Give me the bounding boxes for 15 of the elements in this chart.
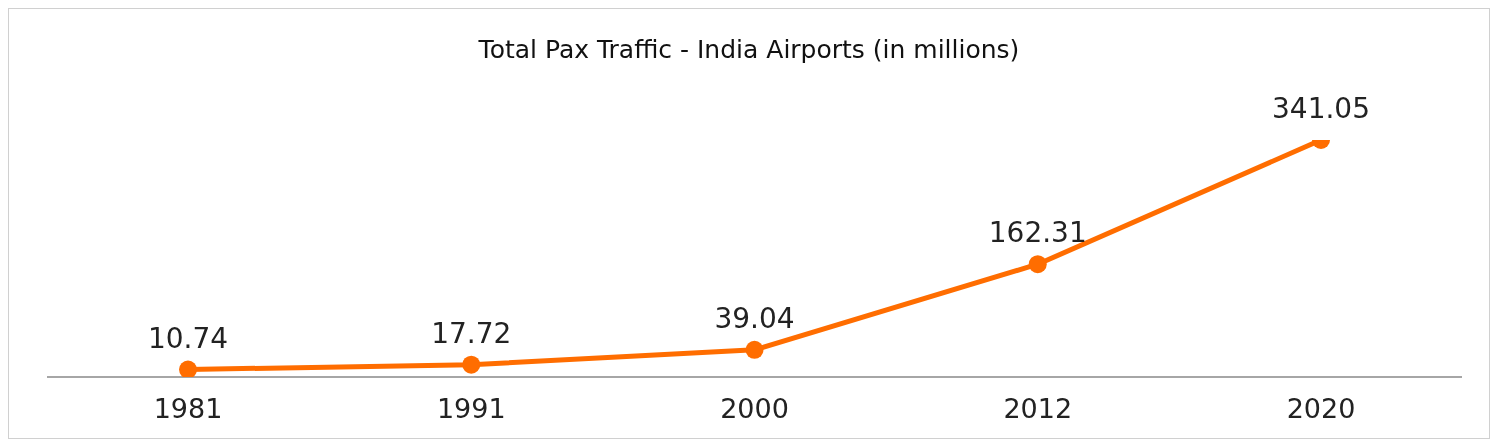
x-tick-label: 2000	[720, 393, 789, 425]
data-label: 162.31	[988, 216, 1087, 250]
data-label: 10.74	[147, 321, 229, 355]
point	[179, 360, 197, 377]
x-tick-label: 2020	[1286, 393, 1356, 425]
point	[1028, 255, 1047, 274]
x-tick-label: 1991	[436, 393, 506, 425]
data-label: 17.72	[431, 316, 512, 350]
data-label: 341.05	[1272, 92, 1370, 125]
chart-title: Total Pax Traffic - India Airports (in millions)	[477, 35, 1021, 64]
x-tick-label: 1981	[153, 393, 223, 425]
data-label: 39.04	[714, 301, 795, 335]
x-tick-label: 2012	[1003, 393, 1073, 425]
point	[745, 340, 764, 359]
point	[462, 355, 481, 374]
